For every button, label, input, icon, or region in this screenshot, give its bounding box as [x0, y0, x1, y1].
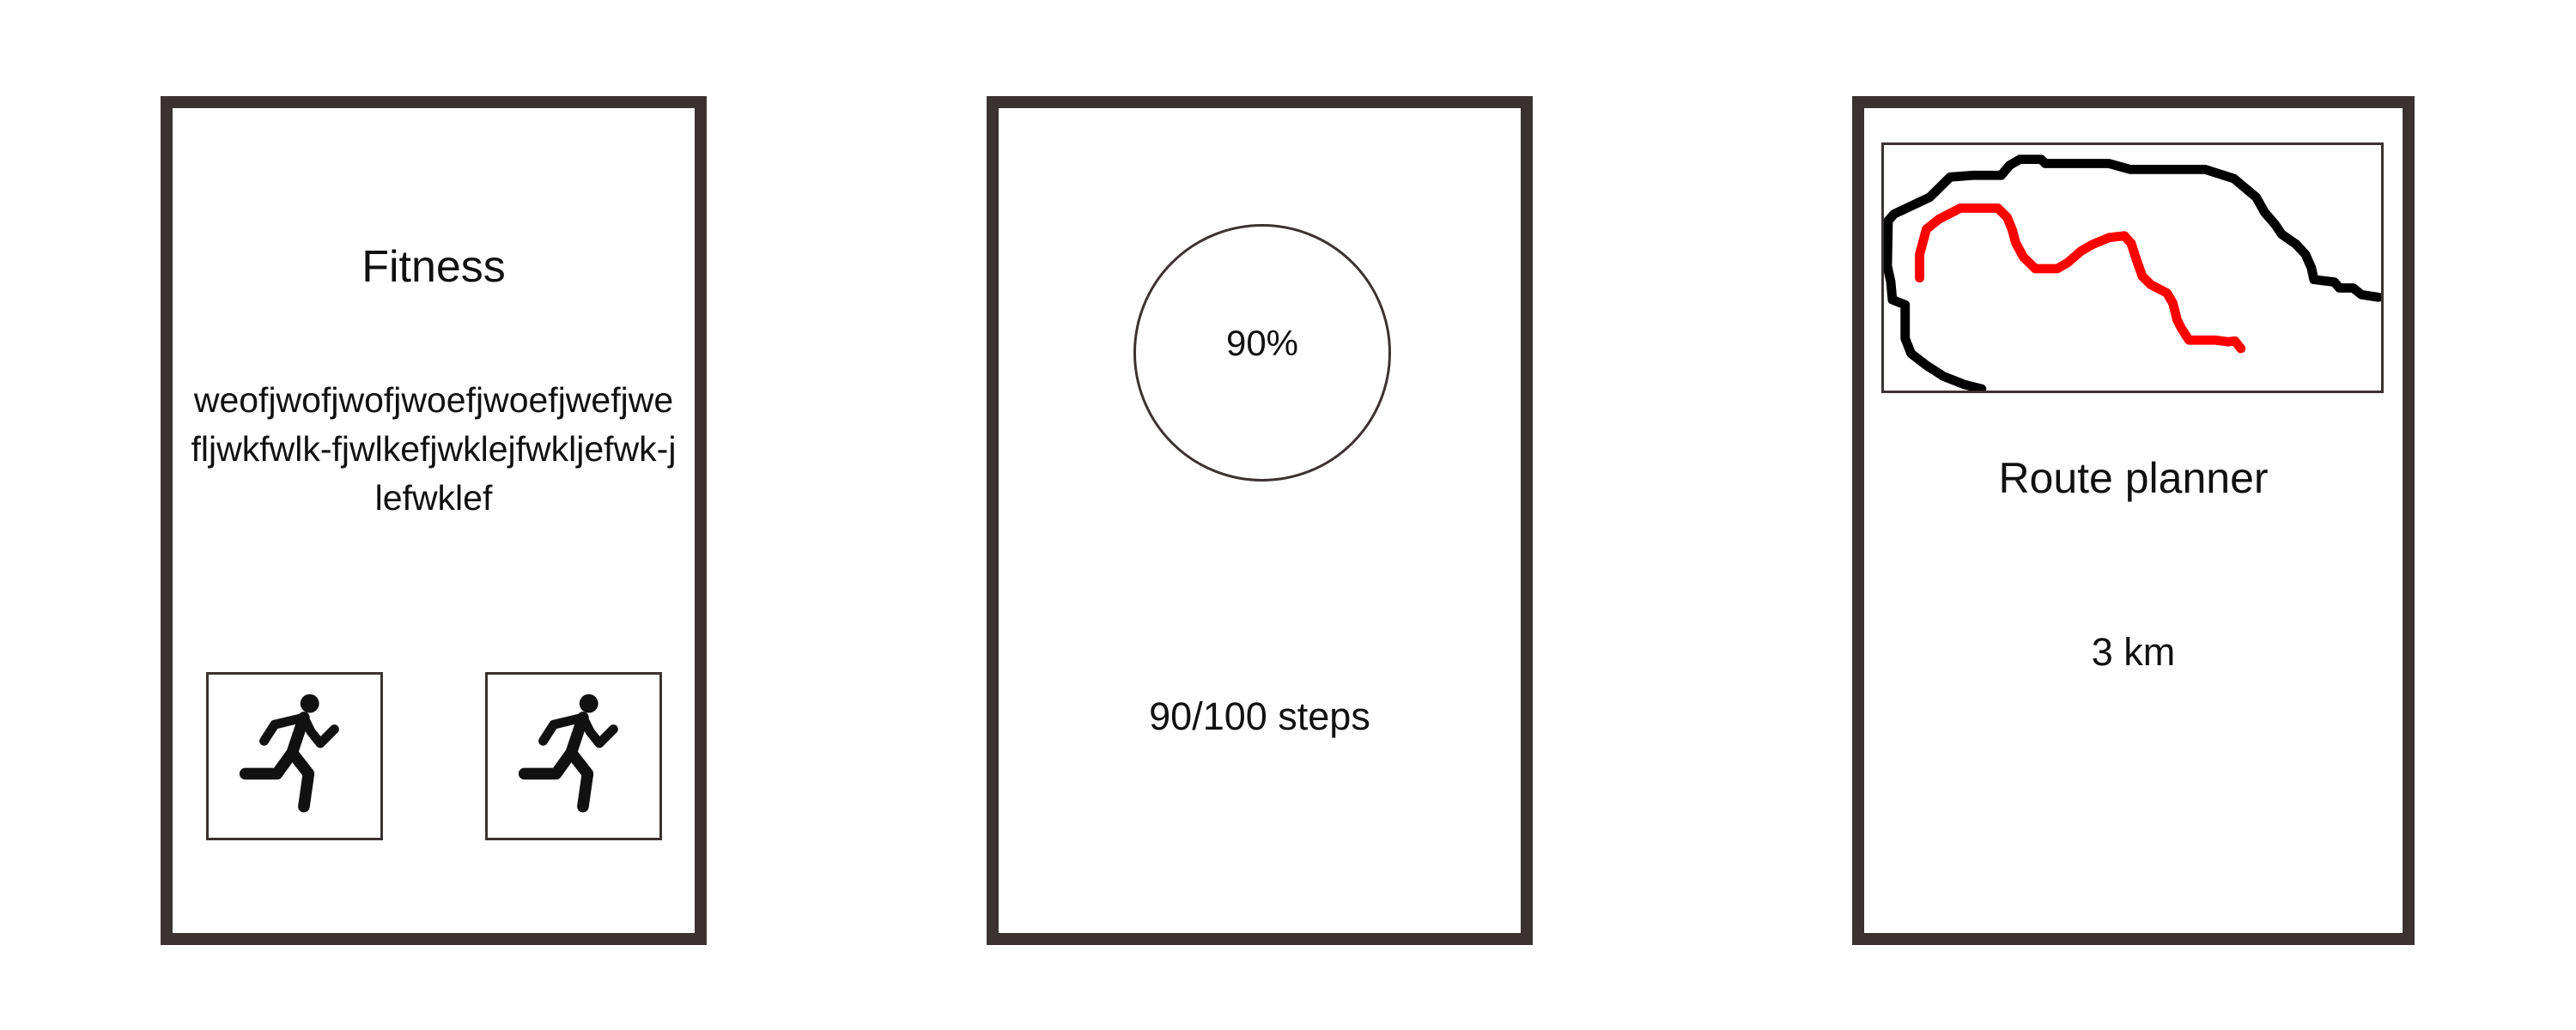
route-distance: 3 km [2091, 630, 2176, 674]
progress-percentage: 90% [1225, 323, 1299, 363]
main-path-line [1884, 154, 2381, 391]
planned-route-line [1915, 203, 2246, 354]
running-person-icon [239, 694, 339, 813]
running-activity-button-1[interactable] [206, 672, 383, 840]
steps-count: 90/100 steps [1149, 694, 1370, 738]
route-planner-title: Route planner [1998, 454, 2269, 502]
steps-progress-ring: 90% [1133, 224, 1391, 482]
fitness-title: Fitness [361, 242, 506, 292]
route-map[interactable] [1881, 142, 2384, 393]
route-map-drawing [1884, 154, 2381, 391]
fitness-screen: Fitness weofjwofjwofjwoefjwoefjwefjweflj… [161, 96, 707, 945]
running-activity-button-2[interactable] [485, 672, 662, 840]
fitness-description: weofjwofjwofjwoefjwoefjwefjwefljwkfwlk-f… [191, 380, 677, 518]
running-person-icon [518, 694, 618, 813]
steps-screen: 90% 90/100 steps [987, 96, 1533, 945]
route-planner-screen: Route planner 3 km [1852, 96, 2415, 945]
